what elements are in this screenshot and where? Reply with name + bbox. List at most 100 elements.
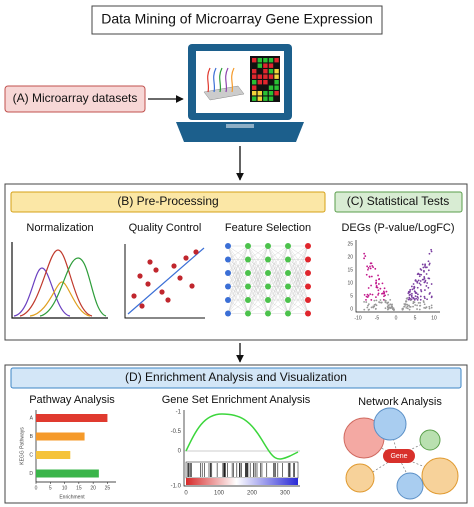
gene-point <box>426 282 429 284</box>
gene-point <box>375 286 378 289</box>
gene-point <box>367 304 369 307</box>
method: DEGs (P-value/LogFC) <box>341 222 454 234</box>
x-tick-label: 15 <box>76 485 82 491</box>
edge <box>267 272 289 314</box>
x-tick-label: 5 <box>414 315 417 321</box>
gene-point <box>363 300 365 303</box>
spot <box>274 96 279 101</box>
x-tick-label: 25 <box>105 485 111 491</box>
spot <box>268 80 274 85</box>
gene-point <box>423 303 426 306</box>
step-a-label: (A) Microarray datasets <box>13 91 138 105</box>
gene-point <box>408 294 411 296</box>
edge <box>247 245 269 274</box>
gene-point <box>374 267 377 270</box>
gene-point <box>380 301 383 304</box>
spot <box>257 69 262 74</box>
probe <box>231 67 235 93</box>
y-tick-label: 20 <box>347 254 353 260</box>
bar <box>36 451 71 459</box>
node <box>225 256 231 263</box>
x-tick-label: 0 <box>35 485 38 491</box>
node <box>265 297 271 303</box>
y-tick-label: D <box>29 471 33 477</box>
node <box>285 310 291 317</box>
spot <box>274 69 279 74</box>
gene-point <box>420 290 423 293</box>
node <box>225 283 231 290</box>
gene-point <box>367 294 370 297</box>
qc-point <box>165 297 171 303</box>
axis-label: Enrichment <box>59 494 85 500</box>
gene-point <box>369 265 371 268</box>
gene-point <box>369 267 372 270</box>
gene-point <box>382 290 385 293</box>
spot <box>257 91 262 96</box>
gene-point <box>407 292 410 295</box>
step-b-label: (B) Pre-Processing <box>117 194 218 208</box>
qc-point <box>177 275 183 281</box>
node <box>245 243 251 249</box>
gene-point <box>389 306 392 309</box>
y-tick-label: -0.5 <box>171 429 182 435</box>
edge <box>247 245 269 301</box>
spot <box>252 80 257 85</box>
x-tick-label: 200 <box>247 491 258 497</box>
gene-point <box>375 299 378 302</box>
spot <box>252 63 257 68</box>
spot <box>257 58 262 63</box>
gene-point <box>373 303 376 306</box>
gene-point <box>371 264 374 267</box>
node <box>305 256 311 263</box>
gene-point <box>372 306 375 309</box>
gene-point <box>418 273 421 276</box>
qc-point <box>131 293 137 299</box>
gene-point <box>419 295 422 298</box>
gene-point <box>370 299 373 301</box>
edge <box>247 259 269 314</box>
y-tick-label: 0 <box>178 449 182 455</box>
spot <box>274 58 279 63</box>
x-tick-label: 300 <box>280 491 291 497</box>
node <box>285 270 291 276</box>
edge <box>287 245 309 301</box>
x-tick-label: 10 <box>431 315 437 321</box>
spot <box>268 91 274 96</box>
gene-point <box>416 286 419 289</box>
y-tick-label: C <box>29 452 33 458</box>
edge <box>227 245 249 274</box>
gene-point <box>419 301 422 304</box>
gene-point <box>365 273 368 276</box>
gene-point <box>416 304 418 307</box>
gene-point <box>406 305 409 308</box>
spot <box>263 80 268 85</box>
gene-point <box>413 298 416 301</box>
gene-point <box>418 275 421 278</box>
feature-network <box>225 243 311 317</box>
edge <box>287 272 309 314</box>
gene-point <box>378 278 381 280</box>
gene-point <box>386 308 389 311</box>
edge <box>287 245 309 274</box>
gene-point <box>403 305 406 308</box>
gene-point <box>363 293 366 296</box>
qc-point <box>153 267 159 273</box>
gene-point <box>367 303 370 306</box>
gene-point <box>374 308 377 310</box>
gene-point <box>424 263 427 266</box>
gene-point <box>423 306 426 309</box>
node <box>305 243 311 249</box>
gene-point <box>415 297 417 300</box>
spot <box>268 69 274 74</box>
qc-point <box>139 303 145 309</box>
gene-point <box>426 298 428 301</box>
gene-point <box>421 278 424 281</box>
gene-point <box>367 267 370 269</box>
gene-point <box>383 287 386 290</box>
gene-point <box>420 289 422 291</box>
gene-point <box>409 288 412 291</box>
x-tick-label: 10 <box>62 485 68 491</box>
title-box <box>91 5 383 35</box>
bar <box>36 414 108 422</box>
y-tick-label: 10 <box>347 280 353 286</box>
